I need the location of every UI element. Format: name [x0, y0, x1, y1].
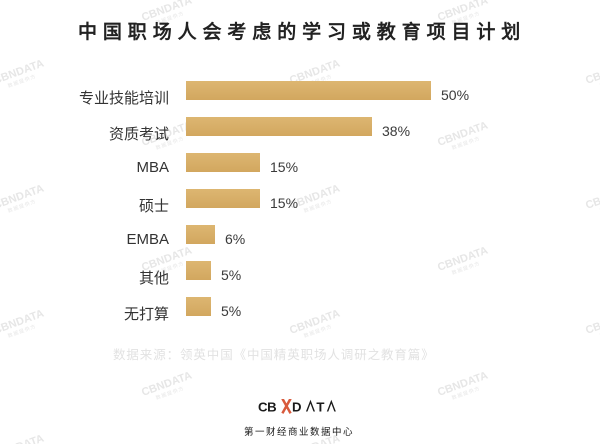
- svg-text:D: D: [292, 400, 302, 415]
- svg-text:CB: CB: [258, 400, 276, 415]
- svg-text:T: T: [316, 400, 324, 415]
